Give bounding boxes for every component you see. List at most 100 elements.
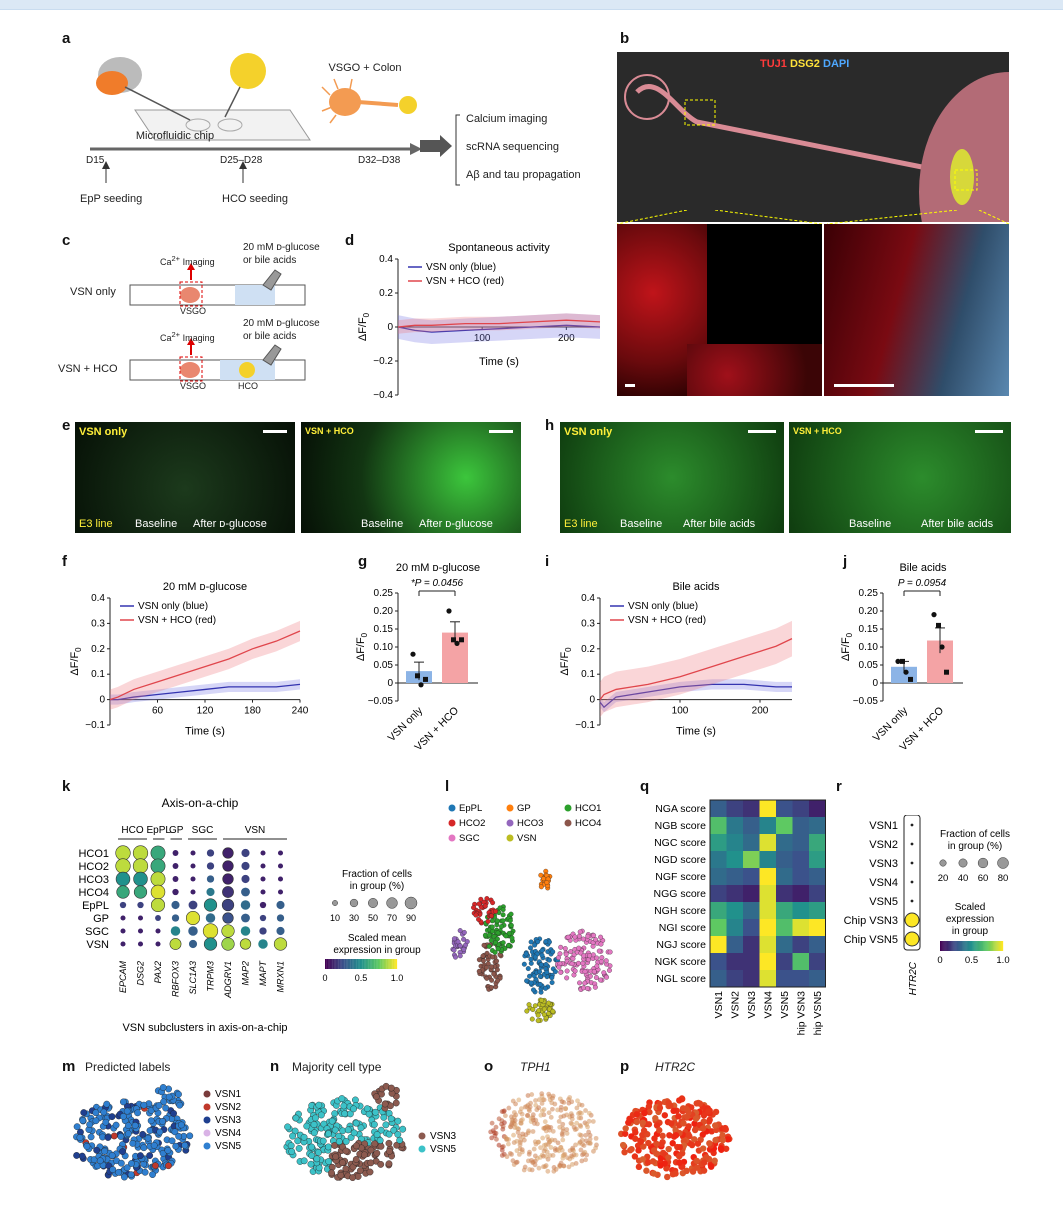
l-umap-point [509, 935, 515, 941]
r-colorbar-cell [975, 941, 977, 951]
l-umap-point [535, 1018, 541, 1024]
r-dot [904, 912, 920, 928]
m-umap-point [79, 1117, 87, 1125]
n-umap-point [363, 1105, 371, 1113]
y-tick-label: −0.1 [85, 720, 105, 731]
k-frac-legend-label: 10 [330, 913, 340, 923]
n-umap-point [287, 1142, 295, 1150]
r-colorbar-cell [974, 941, 976, 951]
r-row-label: VSN2 [869, 839, 898, 851]
k-dot [241, 887, 250, 897]
p-umap-point [664, 1173, 671, 1181]
p-umap-point [650, 1170, 658, 1177]
a-output-2: scRNA sequencing [466, 141, 559, 153]
p-value: *P = 0.0456 [411, 578, 464, 589]
y-tick-label: 0.4 [379, 254, 393, 265]
o-umap-point [526, 1128, 531, 1134]
p-umap-point [672, 1132, 680, 1139]
e-micro-vsn-only: VSN only E3 line Baseline After ᴅ-glucos… [75, 422, 295, 533]
o-umap-point [564, 1131, 570, 1136]
r-colorbar-cell [952, 941, 954, 951]
l-umap-point [546, 1006, 552, 1012]
k-row-label: GP [93, 913, 109, 925]
n-umap-point [371, 1140, 379, 1148]
o-umap-point [513, 1101, 518, 1107]
m-umap-point [181, 1141, 189, 1149]
n-umap-point [354, 1173, 362, 1180]
l-umap-point [532, 942, 538, 948]
data-point [446, 608, 452, 614]
x-tick-label: 180 [244, 706, 261, 717]
q-cell [792, 868, 809, 885]
q-cell [759, 919, 776, 936]
k-frac-legend-label: 50 [368, 913, 378, 923]
b-zoom-lines [617, 210, 1009, 225]
e-micro-vsn-hco: VSN + HCO Baseline After ᴅ-glucose [301, 422, 521, 533]
chart-p [618, 1095, 733, 1181]
q-cell [726, 919, 743, 936]
q-cell [792, 834, 809, 851]
l-legend-dot [448, 834, 456, 842]
data-point [454, 640, 460, 646]
k-dot [133, 885, 148, 899]
k-dot [190, 889, 196, 895]
c-stimulus-1b: or bile acids [243, 255, 297, 266]
chart-r: VSN1 VSN2 VSN3 VSN4 VSN5 Chip VSN3 Chip VSN5 HT… [844, 815, 1010, 995]
m-umap-point [73, 1123, 81, 1131]
l-umap-point [526, 1002, 532, 1008]
p-umap-point [721, 1124, 729, 1132]
l-umap-point [495, 930, 501, 936]
a-output-3: Aβ and tau propagation [466, 169, 581, 181]
n-umap-point [372, 1093, 380, 1101]
panel-label-p: p [620, 1058, 630, 1075]
k-dot [222, 886, 234, 898]
chart-i: 0.4 0.3 0.2 0.1 0 −0.1 100 200 VSN only (blue) VS… [559, 581, 793, 738]
q-cell [710, 902, 727, 919]
m-legend-dot [203, 1103, 211, 1111]
p-umap-point [656, 1104, 664, 1112]
l-umap-point [489, 924, 495, 930]
p-umap-point [621, 1148, 628, 1156]
m-umap-point [78, 1152, 86, 1160]
n-umap-point [373, 1149, 381, 1157]
b-legend-tuj1: TUJ1 [760, 58, 787, 70]
q-cell [726, 970, 743, 987]
k-dot [221, 898, 235, 912]
o-umap-point [506, 1105, 512, 1111]
l-umap-point [524, 1008, 530, 1014]
m-umap-point [83, 1142, 91, 1150]
y-tick-label: 0.1 [581, 669, 595, 680]
n-umap-point [385, 1139, 393, 1147]
n-umap-point [385, 1130, 393, 1138]
o-umap-point [492, 1133, 498, 1139]
r-dot [910, 823, 914, 827]
l-legend-label: GP [517, 803, 531, 814]
k-dot [206, 887, 215, 897]
h-baseline-1: Baseline [620, 518, 663, 530]
o-umap-point [579, 1102, 585, 1108]
o-umap-point [536, 1105, 542, 1111]
l-umap-point [543, 939, 549, 945]
k-dot [273, 937, 288, 951]
q-cell [809, 970, 826, 987]
o-umap-point [504, 1154, 510, 1160]
r-dot [910, 880, 914, 884]
r-row-label: VSN5 [869, 896, 898, 908]
p-umap-point [722, 1145, 730, 1152]
n-umap-point [342, 1165, 350, 1173]
k-colorbar-cell [388, 959, 390, 969]
y-tick-label: 0.2 [379, 288, 393, 299]
l-umap-point [558, 969, 564, 975]
series-band-2 [600, 620, 792, 718]
o-umap-point [564, 1127, 570, 1132]
r-colorbar-cell [942, 941, 944, 951]
data-point [931, 612, 937, 618]
l-umap-point [607, 949, 613, 955]
p-umap-point [632, 1129, 639, 1136]
m-umap-point [141, 1168, 149, 1176]
p-umap-point [705, 1108, 712, 1115]
k-colorbar-cell [391, 959, 393, 969]
r-row-label: VSN3 [869, 858, 898, 870]
q-cell [726, 902, 743, 919]
chart-title: Bile acids [672, 581, 720, 593]
